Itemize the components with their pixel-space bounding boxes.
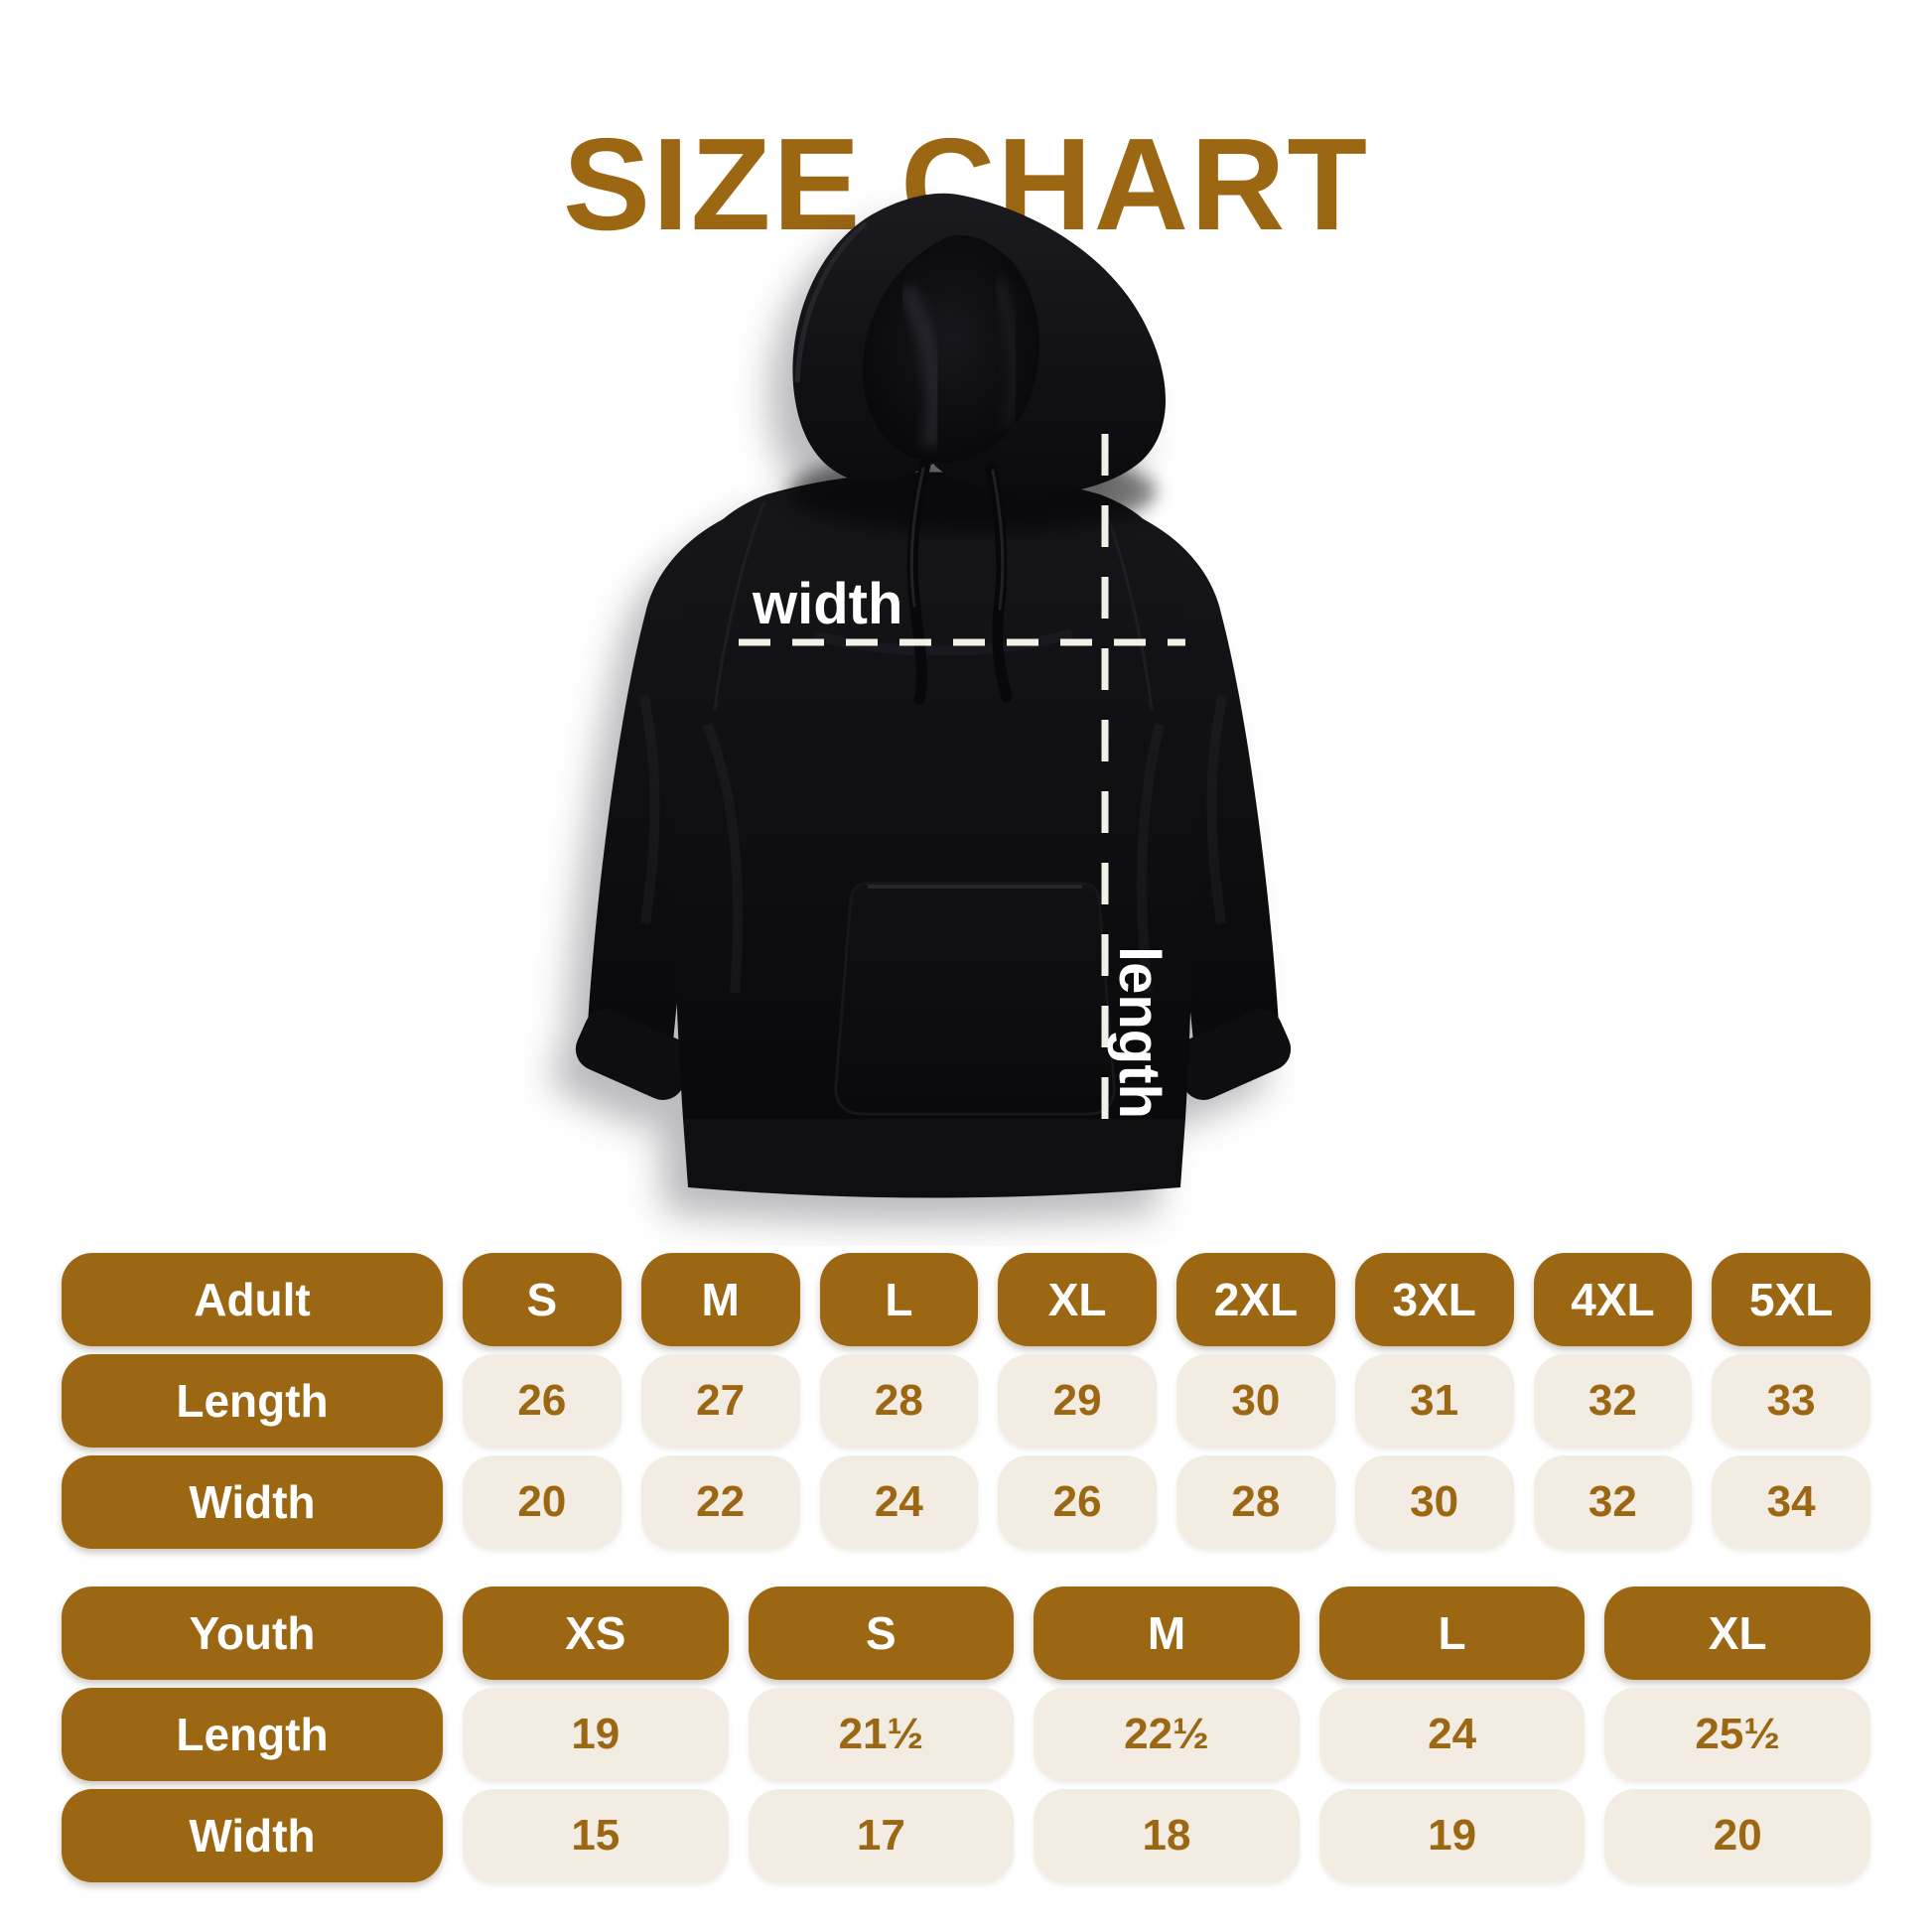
width-label: width (752, 572, 902, 636)
adult-width-xl-value: 26 (998, 1455, 1157, 1549)
youth-size-header-xs: XS (463, 1587, 729, 1680)
youth-size-header-l: L (1318, 1587, 1586, 1680)
adult-length-5xl-value: 33 (1712, 1354, 1870, 1448)
adult-width-row-label: Width (62, 1455, 443, 1549)
youth-width-l-value: 19 (1318, 1789, 1586, 1882)
adult-width-4xl-value: 32 (1533, 1455, 1693, 1549)
left-cuff (575, 1009, 693, 1100)
adult-size-header-xl: XL (998, 1253, 1157, 1346)
youth-width-row-label: Width (62, 1789, 443, 1882)
adult-length-s-value: 26 (463, 1354, 621, 1448)
adult-table-header-label: Adult (62, 1253, 443, 1346)
youth-width-m-value: 18 (1034, 1789, 1300, 1882)
youth-length-l-value: 24 (1318, 1688, 1586, 1781)
adult-width-5xl-value: 34 (1712, 1455, 1870, 1549)
youth-size-table: Youth XS S M L XL Length 19 21½ 22½ 24 25½ Width 15 17… (62, 1587, 1870, 1882)
adult-size-table: Adult S M L XL 2XL 3XL 4XL 5XL Length 26 27 28 29 30 31… (62, 1253, 1870, 1549)
kangaroo-pocket (834, 882, 1116, 1116)
youth-length-m-value: 22½ (1034, 1688, 1300, 1781)
youth-length-s-value: 21½ (748, 1688, 1015, 1781)
length-label: length (1107, 946, 1172, 1119)
adult-length-2xl-value: 30 (1176, 1354, 1335, 1448)
adult-size-header-s: S (463, 1253, 621, 1346)
adult-size-header-3xl: 3XL (1354, 1253, 1514, 1346)
right-cuff (1173, 1009, 1292, 1100)
adult-width-l-value: 24 (819, 1455, 979, 1549)
adult-length-l-value: 28 (819, 1354, 979, 1448)
adult-width-3xl-value: 30 (1354, 1455, 1514, 1549)
youth-length-row-label: Length (62, 1688, 443, 1781)
adult-width-s-value: 20 (463, 1455, 621, 1549)
adult-length-row-label: Length (62, 1354, 443, 1448)
adult-size-header-4xl: 4XL (1533, 1253, 1693, 1346)
youth-size-header-s: S (748, 1587, 1015, 1680)
hoodie-illustration (575, 193, 1292, 1198)
adult-length-m-value: 27 (640, 1354, 800, 1448)
youth-size-header-xl: XL (1604, 1587, 1870, 1680)
youth-width-xs-value: 15 (463, 1789, 729, 1882)
adult-size-header-2xl: 2XL (1176, 1253, 1335, 1346)
youth-width-s-value: 17 (748, 1789, 1015, 1882)
youth-length-xl-value: 25½ (1604, 1688, 1870, 1781)
hem-band (683, 1119, 1185, 1198)
adult-length-3xl-value: 31 (1354, 1354, 1514, 1448)
adult-size-header-m: M (640, 1253, 800, 1346)
youth-table-header-label: Youth (62, 1587, 443, 1680)
adult-width-m-value: 22 (640, 1455, 800, 1549)
adult-length-xl-value: 29 (998, 1354, 1157, 1448)
youth-size-header-m: M (1034, 1587, 1300, 1680)
youth-length-xs-value: 19 (463, 1688, 729, 1781)
youth-width-xl-value: 20 (1604, 1789, 1870, 1882)
adult-size-header-5xl: 5XL (1712, 1253, 1870, 1346)
size-tables: Adult S M L XL 2XL 3XL 4XL 5XL Length 26 27 28 29 30 31… (62, 1253, 1870, 1882)
drawstrings (906, 459, 1013, 705)
adult-width-2xl-value: 28 (1176, 1455, 1335, 1549)
adult-length-4xl-value: 32 (1533, 1354, 1693, 1448)
adult-size-header-l: L (819, 1253, 979, 1346)
hoodie-diagram: width length (575, 193, 1292, 1198)
